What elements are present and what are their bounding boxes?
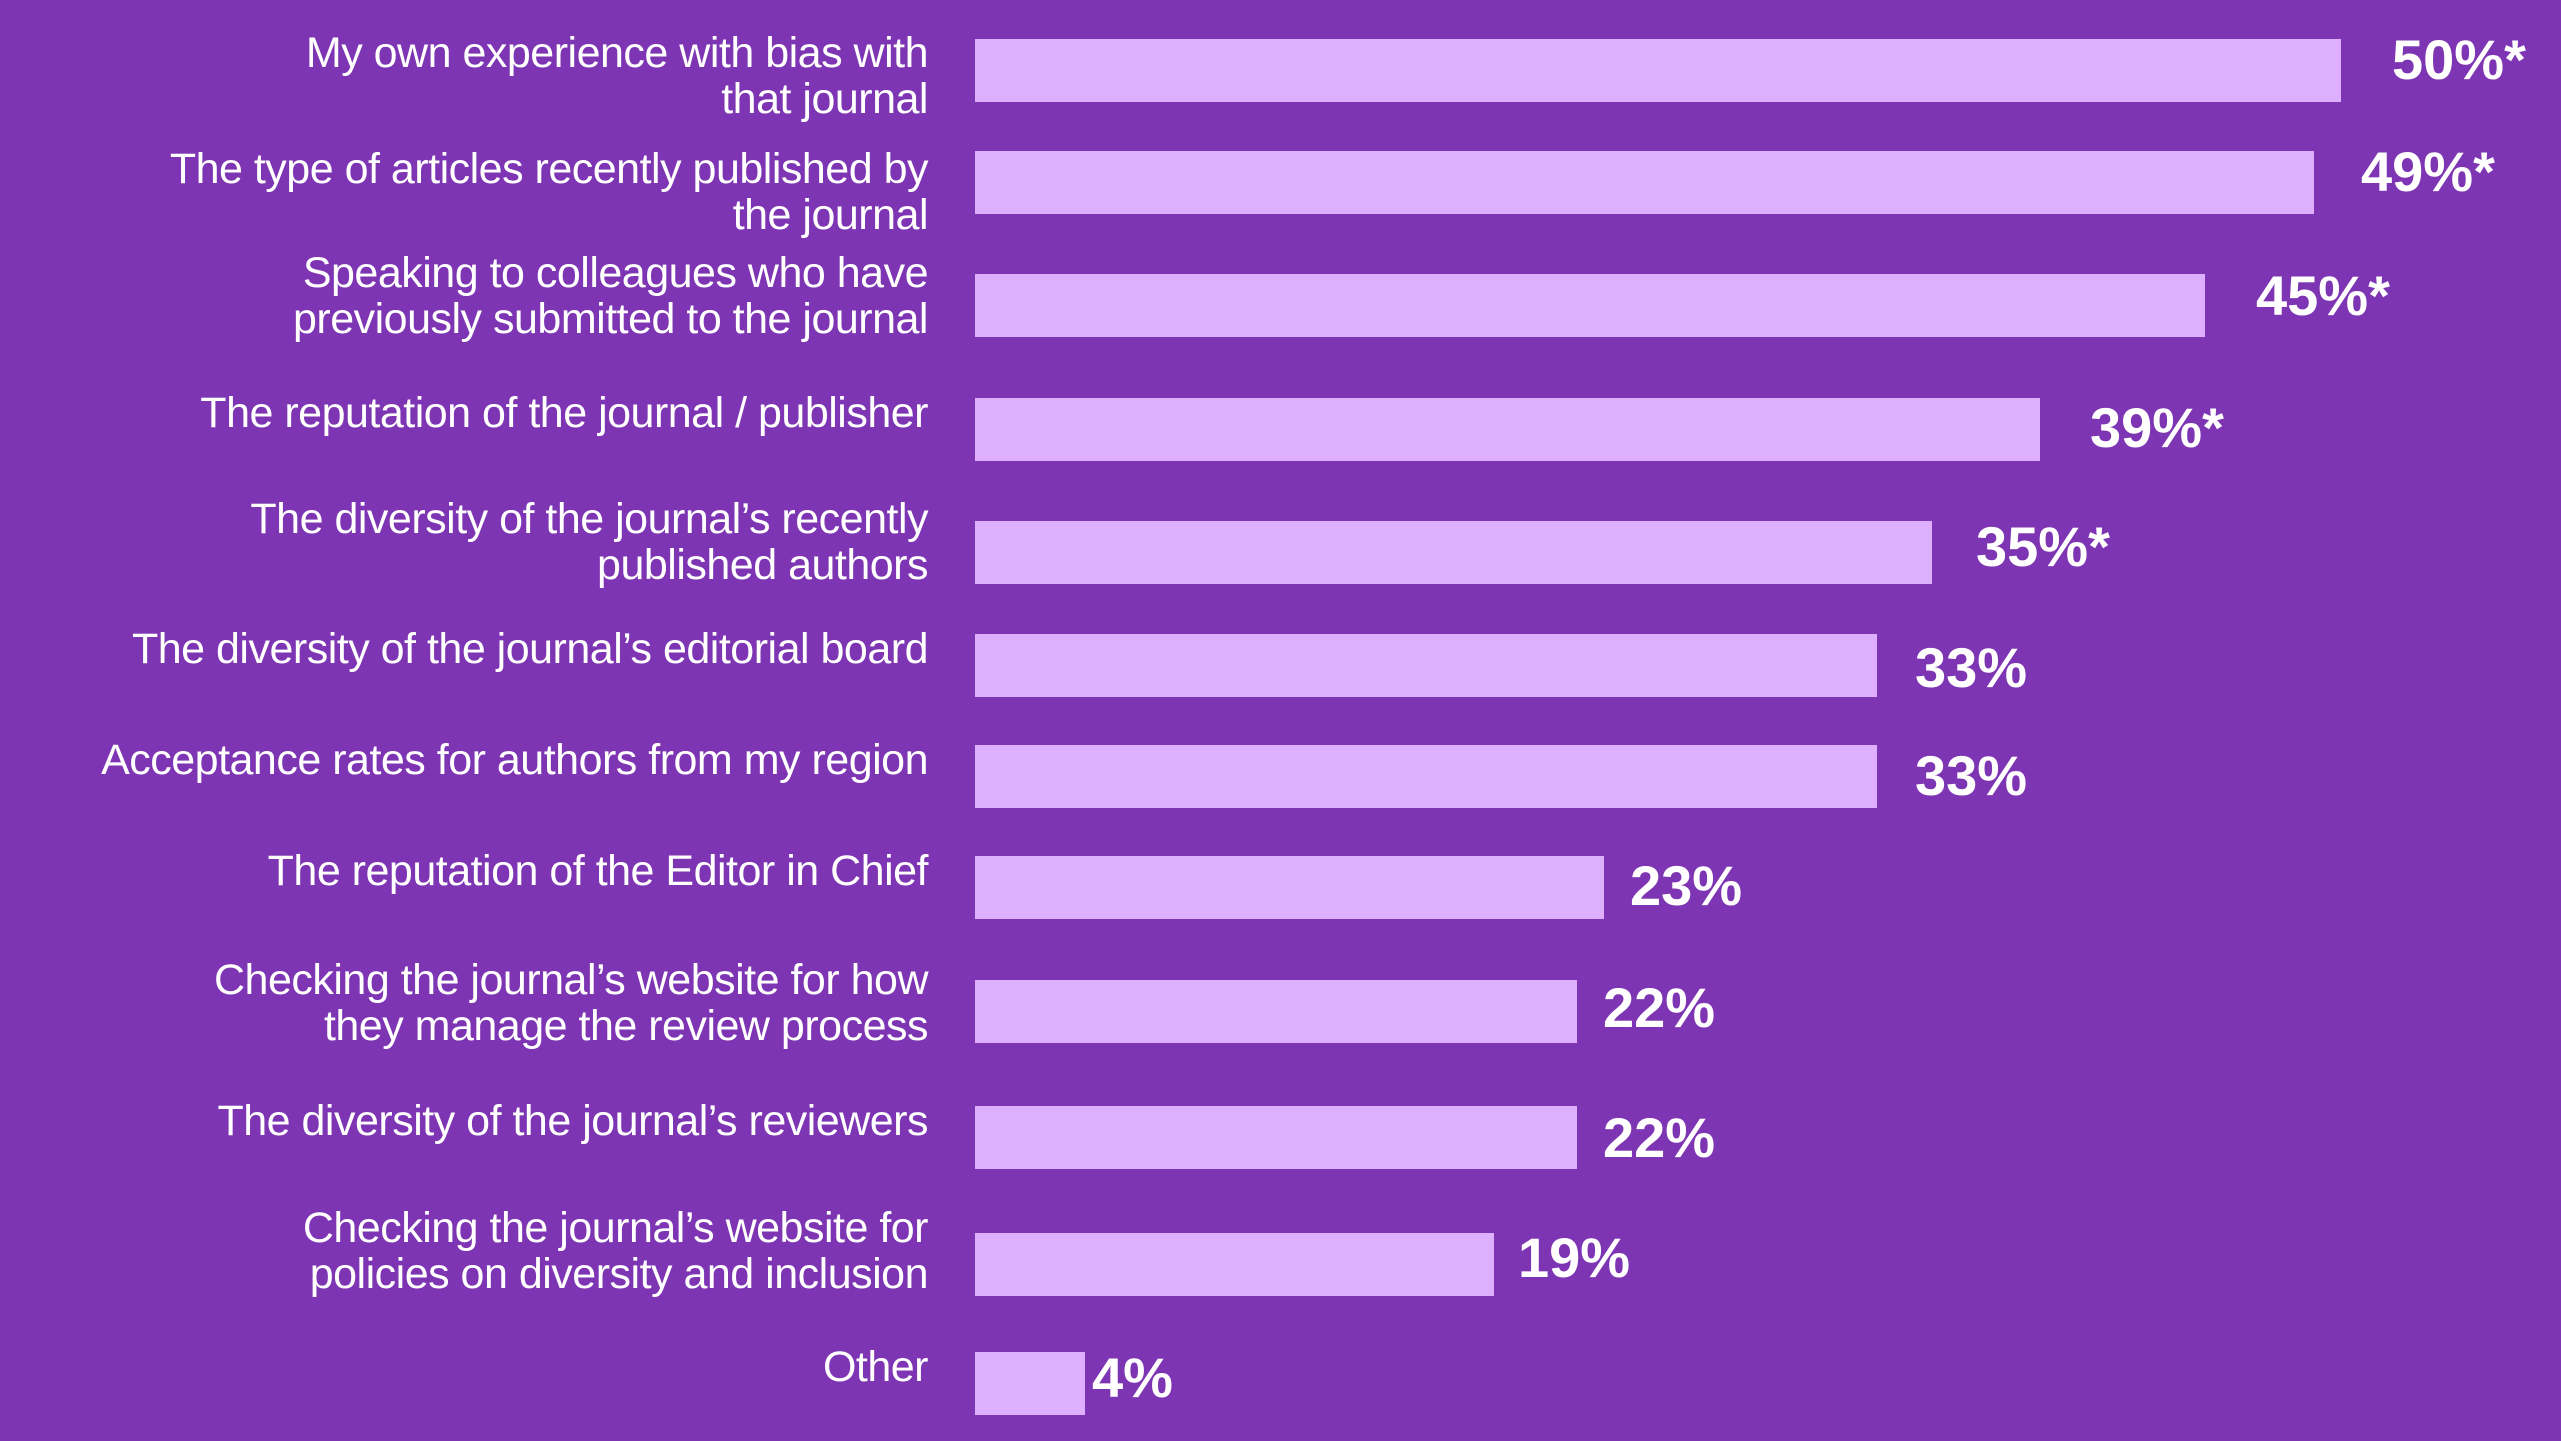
bar: [975, 745, 1877, 808]
category-label: Checking the journal’s website for how t…: [214, 956, 929, 1050]
category-label: The reputation of the Editor in Chief: [267, 847, 929, 895]
bar: [975, 980, 1577, 1043]
bar: [975, 274, 2205, 337]
bar: [975, 634, 1877, 697]
category-label: Speaking to colleagues who have previous…: [292, 249, 929, 343]
category-label: The diversity of the journal’s reviewers: [217, 1097, 928, 1145]
value-label: 22%: [1603, 1106, 1716, 1169]
value-label: 49%*: [2361, 140, 2495, 203]
bar: [975, 39, 2341, 102]
value-label: 33%: [1915, 744, 2028, 807]
value-label: 4%: [1092, 1346, 1173, 1409]
category-label: Checking the journal’s website for polic…: [302, 1204, 929, 1298]
category-label: The type of articles recently published …: [169, 145, 929, 239]
bar: [975, 151, 2314, 214]
bar: [975, 521, 1932, 584]
bar: [975, 856, 1604, 919]
bar: [975, 398, 2040, 461]
value-label: 33%: [1915, 636, 2028, 699]
value-label: 45%*: [2256, 264, 2390, 327]
bar: [975, 1233, 1494, 1296]
category-label: Other: [822, 1343, 929, 1391]
category-label: My own experience with bias with that jo…: [305, 29, 929, 123]
value-label: 19%: [1518, 1226, 1631, 1289]
category-label: The diversity of the journal’s recently …: [250, 495, 928, 589]
value-label: 23%: [1630, 854, 1743, 917]
category-label: The reputation of the journal / publishe…: [200, 389, 928, 437]
value-label: 35%*: [1976, 515, 2110, 578]
category-label: Acceptance rates for authors from my reg…: [101, 736, 928, 784]
value-label: 22%: [1603, 976, 1716, 1039]
category-label: The diversity of the journal’s editorial…: [131, 625, 929, 673]
bar: [975, 1106, 1577, 1169]
value-label: 50%*: [2392, 28, 2526, 91]
value-label: 39%*: [2090, 396, 2224, 459]
bar: [975, 1352, 1085, 1415]
